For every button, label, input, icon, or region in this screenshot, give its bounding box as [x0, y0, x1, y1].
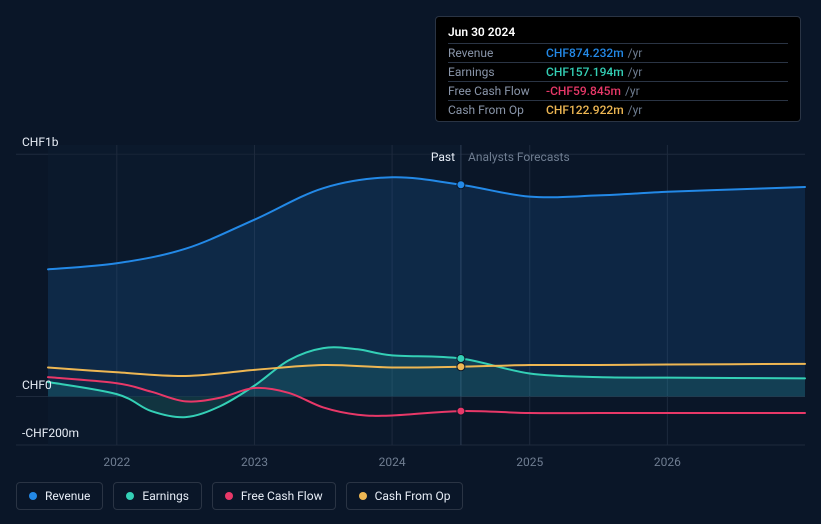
tooltip-value: CHF157.194m	[546, 65, 624, 79]
y-axis-label: CHF0	[22, 378, 52, 392]
tooltip-unit: /yr	[628, 103, 643, 117]
tooltip-value: CHF122.922m	[546, 103, 624, 117]
legend-dot-icon	[126, 492, 134, 500]
legend-label: Revenue	[45, 489, 90, 503]
tooltip-key: Revenue	[448, 46, 546, 60]
tooltip-value: -CHF59.845m	[546, 84, 621, 98]
tooltip-key: Free Cash Flow	[448, 84, 546, 98]
financial-chart: Past Analysts Forecasts Jun 30 2024 Reve…	[0, 0, 821, 524]
legend-item[interactable]: Cash From Op	[346, 482, 464, 510]
tooltip-value: CHF874.232m	[546, 46, 624, 60]
past-label: Past	[431, 150, 455, 164]
tooltip-unit: /yr	[625, 84, 640, 98]
legend-dot-icon	[359, 492, 367, 500]
x-axis-label: 2023	[241, 455, 268, 469]
x-axis-label: 2026	[654, 455, 681, 469]
chart-legend: Revenue Earnings Free Cash Flow Cash From O…	[16, 482, 463, 510]
tooltip-row: Free Cash Flow-CHF59.845m/yr	[448, 81, 788, 100]
legend-label: Earnings	[142, 489, 189, 503]
tooltip-unit: /yr	[628, 46, 643, 60]
tooltip-row: RevenueCHF874.232m/yr	[448, 43, 788, 62]
y-axis-label: -CHF200m	[22, 426, 79, 440]
tooltip-key: Cash From Op	[448, 103, 546, 117]
legend-item[interactable]: Earnings	[113, 482, 202, 510]
tooltip-unit: /yr	[628, 65, 643, 79]
legend-dot-icon	[225, 492, 233, 500]
x-axis-label: 2024	[379, 455, 406, 469]
tooltip-row: Cash From OpCHF122.922m/yr	[448, 100, 788, 119]
legend-dot-icon	[29, 492, 37, 500]
tooltip-key: Earnings	[448, 65, 546, 79]
legend-item[interactable]: Revenue	[16, 482, 103, 510]
tooltip-date: Jun 30 2024	[448, 25, 788, 39]
legend-label: Free Cash Flow	[241, 489, 323, 503]
legend-item[interactable]: Free Cash Flow	[212, 482, 336, 510]
x-axis-label: 2022	[103, 455, 130, 469]
legend-label: Cash From Op	[375, 489, 451, 503]
hover-tooltip: Jun 30 2024 RevenueCHF874.232m/yrEarning…	[435, 16, 801, 122]
tooltip-row: EarningsCHF157.194m/yr	[448, 62, 788, 81]
x-axis-label: 2025	[516, 455, 543, 469]
analysts-label: Analysts Forecasts	[468, 150, 570, 164]
y-axis-label: CHF1b	[22, 135, 59, 149]
